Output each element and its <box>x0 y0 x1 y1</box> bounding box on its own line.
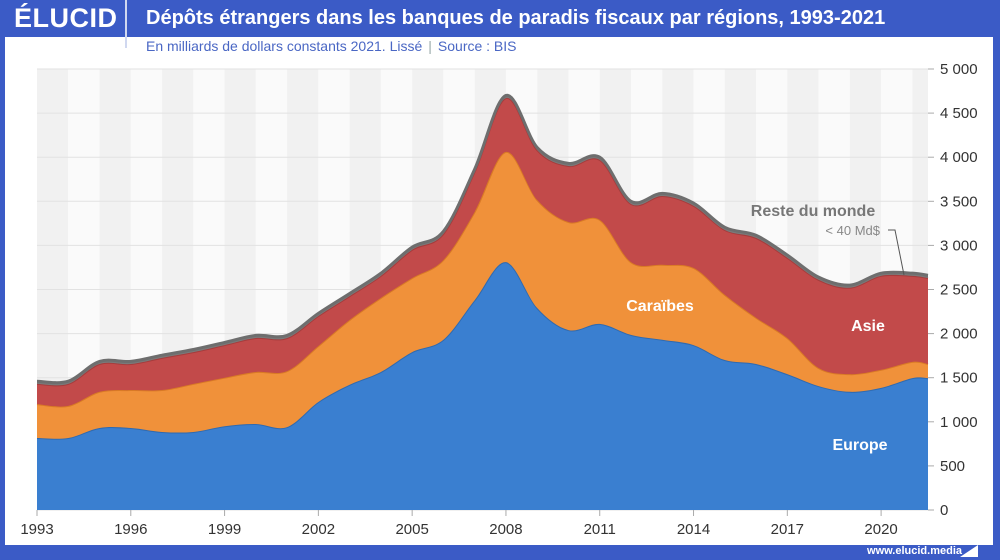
x-tick-label: 1993 <box>20 521 53 538</box>
header-bar <box>0 0 1000 37</box>
y-tick-label: 1 500 <box>940 370 978 387</box>
y-tick-label: 500 <box>940 458 965 475</box>
y-tick-label: 0 <box>940 502 948 519</box>
y-tick-label: 1 000 <box>940 414 978 431</box>
elucid-logo: ÉLUCID <box>14 3 118 33</box>
area-cara-bes <box>37 151 928 439</box>
footer-url[interactable]: www.elucid.media <box>867 545 962 557</box>
header-divider <box>125 0 127 48</box>
y-tick-label: 5 000 <box>940 61 978 78</box>
x-tick-label: 1999 <box>208 521 241 538</box>
x-tick-label: 2002 <box>302 521 335 538</box>
y-tick-label: 4 000 <box>940 149 978 166</box>
x-tick-label: 2005 <box>395 521 428 538</box>
label-reste-du-monde: Reste du monde <box>751 203 876 220</box>
label-europe: Europe <box>832 437 887 454</box>
label-caraibes: Caraïbes <box>626 298 694 315</box>
area-reste-du-monde-line <box>36 93 929 385</box>
x-tick-label: 2008 <box>489 521 522 538</box>
x-tick-label: 2017 <box>771 521 804 538</box>
label-rest-note: < 40 Md$ <box>825 223 880 238</box>
subtitle-text: En milliards de dollars constants 2021. … <box>146 38 423 54</box>
chart-subtitle: En milliards de dollars constants 2021. … <box>146 38 517 54</box>
source-text: Source : BIS <box>437 38 517 54</box>
subtitle-separator: | <box>428 38 432 54</box>
x-tick-label: 2014 <box>677 521 710 538</box>
y-tick-label: 4 500 <box>940 105 978 122</box>
area-europe <box>37 262 928 510</box>
label-asie: Asie <box>851 318 885 335</box>
rest-leader-line <box>888 229 905 276</box>
y-tick-label: 3 500 <box>940 193 978 210</box>
y-tick-label: 2 500 <box>940 282 978 299</box>
x-tick-label: 2011 <box>584 521 616 538</box>
x-tick-label: 2020 <box>864 521 897 538</box>
x-tick-label: 1996 <box>114 521 147 538</box>
y-tick-label: 3 000 <box>940 237 978 254</box>
chart-title: Dépôts étrangers dans les banques de par… <box>146 7 886 29</box>
elucid-mark-icon <box>960 545 978 557</box>
y-tick-label: 2 000 <box>940 326 978 343</box>
area-asie <box>37 97 928 407</box>
